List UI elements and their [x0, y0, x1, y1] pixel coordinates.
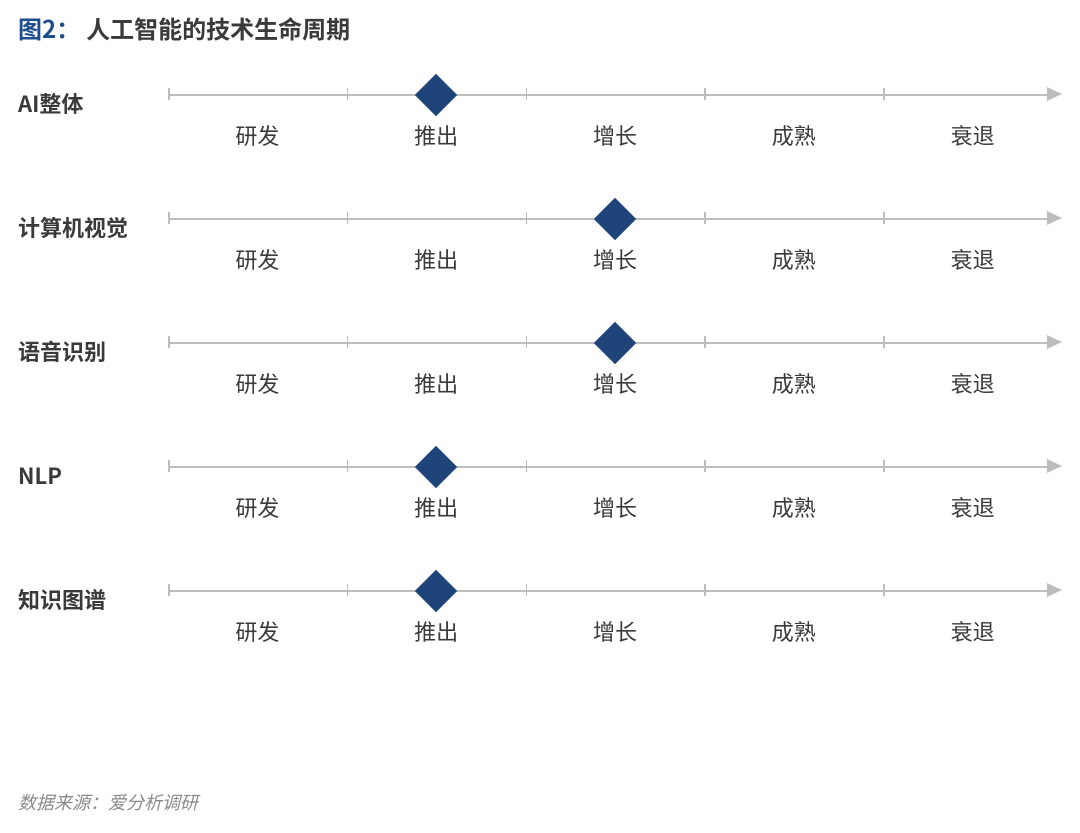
- axis-tick: [883, 88, 885, 100]
- diamond-marker-icon: [415, 446, 457, 488]
- axis-tick: [168, 88, 170, 100]
- axis-tick: [526, 212, 528, 224]
- stage-label: 成熟: [772, 491, 816, 523]
- stage-label: 推出: [414, 119, 458, 151]
- timeline-axis: [168, 85, 1062, 105]
- axis-tick: [347, 336, 349, 348]
- timeline-axis: [168, 581, 1062, 601]
- title-text: 人工智能的技术生命周期: [86, 10, 350, 45]
- row-label: 知识图谱: [18, 581, 168, 615]
- axis-tick: [168, 584, 170, 596]
- axis-tick: [168, 460, 170, 472]
- stage-label: 衰退: [951, 615, 995, 647]
- axis-tick: [526, 584, 528, 596]
- timeline-axis: [168, 209, 1062, 229]
- diamond-marker-icon: [415, 570, 457, 612]
- axis-line: [168, 590, 1048, 592]
- axis-tick: [704, 212, 706, 224]
- timeline-row: NLP 研发 推出 增长 成熟 衰退: [18, 457, 1062, 525]
- timeline-axis: [168, 333, 1062, 353]
- source-attribution: 数据来源：爱分析调研: [18, 789, 198, 815]
- axis-tick: [883, 336, 885, 348]
- stage-label: 增长: [593, 243, 637, 275]
- row-label: NLP: [18, 457, 168, 491]
- row-body: 研发 推出 增长 成熟 衰退: [168, 581, 1062, 649]
- stage-label: 增长: [593, 491, 637, 523]
- arrow-right-icon: [1047, 211, 1062, 225]
- axis-tick: [883, 584, 885, 596]
- axis-tick: [704, 460, 706, 472]
- timeline-axis: [168, 457, 1062, 477]
- timeline-row: 知识图谱研发 推出 增长 成熟 衰退: [18, 581, 1062, 649]
- figure-title: 图2： 人工智能的技术生命周期: [18, 10, 1062, 45]
- row-body: 研发 推出 增长 成熟 衰退: [168, 333, 1062, 401]
- arrow-right-icon: [1047, 87, 1062, 101]
- stage-labels: 研发 推出 增长 成熟 衰退: [168, 243, 1062, 277]
- stage-label: 增长: [593, 119, 637, 151]
- axis-tick: [347, 460, 349, 472]
- stage-label: 成熟: [772, 367, 816, 399]
- diamond-marker-icon: [594, 322, 636, 364]
- timeline-row: 计算机视觉研发 推出 增长 成熟 衰退: [18, 209, 1062, 277]
- stage-label: 成熟: [772, 243, 816, 275]
- axis-tick: [704, 584, 706, 596]
- timeline-row: 语音识别研发 推出 增长 成熟 衰退: [18, 333, 1062, 401]
- stage-labels: 研发 推出 增长 成熟 衰退: [168, 491, 1062, 525]
- stage-label: 增长: [593, 367, 637, 399]
- stage-label: 成熟: [772, 119, 816, 151]
- stage-label: 推出: [414, 615, 458, 647]
- stage-label: 研发: [235, 615, 279, 647]
- diamond-marker-icon: [415, 74, 457, 116]
- axis-line: [168, 94, 1048, 96]
- arrow-right-icon: [1047, 459, 1062, 473]
- stage-label: 推出: [414, 243, 458, 275]
- stage-labels: 研发 推出 增长 成熟 衰退: [168, 615, 1062, 649]
- row-label: 语音识别: [18, 333, 168, 367]
- stage-label: 研发: [235, 243, 279, 275]
- timeline-rows: AI整体研发推出增长成熟衰退计算机视觉研发推出增长成熟衰退语音识别研发推出增长成…: [18, 85, 1062, 649]
- stage-label: 研发: [235, 491, 279, 523]
- stage-label: 衰退: [951, 243, 995, 275]
- stage-label: 研发: [235, 119, 279, 151]
- axis-tick: [526, 460, 528, 472]
- stage-label: 增长: [593, 615, 637, 647]
- arrow-right-icon: [1047, 583, 1062, 597]
- stage-label: 研发: [235, 367, 279, 399]
- stage-label: 衰退: [951, 491, 995, 523]
- row-body: 研发 推出 增长 成熟 衰退: [168, 209, 1062, 277]
- axis-tick: [347, 88, 349, 100]
- stage-label: 推出: [414, 367, 458, 399]
- axis-tick: [168, 336, 170, 348]
- axis-tick: [883, 212, 885, 224]
- axis-tick: [704, 88, 706, 100]
- row-body: 研发 推出 增长 成熟 衰退: [168, 457, 1062, 525]
- axis-tick: [168, 212, 170, 224]
- axis-tick: [347, 212, 349, 224]
- diamond-marker-icon: [594, 198, 636, 240]
- figure-container: 图2： 人工智能的技术生命周期 AI整体研发推出增长成熟衰退计算机视觉研发推出增…: [0, 0, 1080, 649]
- title-prefix: 图2：: [18, 10, 80, 45]
- stage-label: 衰退: [951, 367, 995, 399]
- row-label: AI整体: [18, 85, 168, 119]
- arrow-right-icon: [1047, 335, 1062, 349]
- row-label: 计算机视觉: [18, 209, 168, 243]
- stage-labels: 研发 推出 增长 成熟 衰退: [168, 119, 1062, 153]
- timeline-row: AI整体研发 推出 增长 成熟 衰退: [18, 85, 1062, 153]
- stage-label: 成熟: [772, 615, 816, 647]
- axis-tick: [883, 460, 885, 472]
- axis-tick: [526, 88, 528, 100]
- stage-labels: 研发 推出 增长 成熟 衰退: [168, 367, 1062, 401]
- axis-tick: [347, 584, 349, 596]
- row-body: 研发 推出 增长 成熟 衰退: [168, 85, 1062, 153]
- axis-line: [168, 466, 1048, 468]
- stage-label: 衰退: [951, 119, 995, 151]
- axis-tick: [704, 336, 706, 348]
- stage-label: 推出: [414, 491, 458, 523]
- axis-tick: [526, 336, 528, 348]
